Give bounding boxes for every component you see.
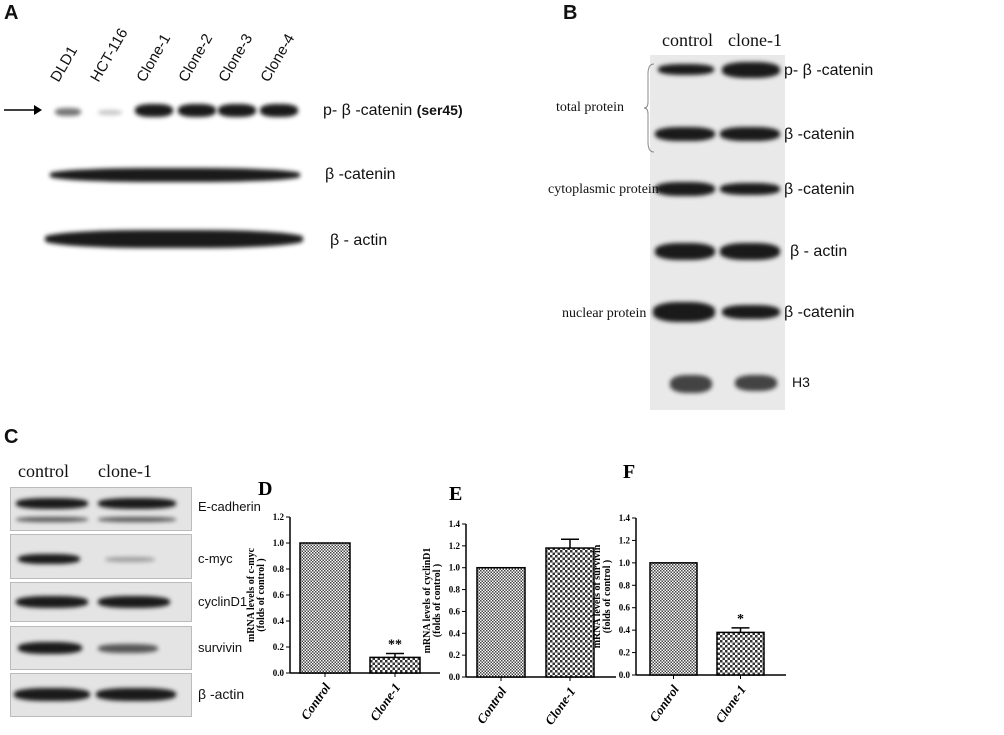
brace-icon: [644, 63, 655, 153]
y-axis-label: mRNA levels of c-myc: [246, 547, 257, 642]
y-tick-label: 1.2: [619, 535, 631, 545]
row-label: β - actin: [330, 232, 388, 249]
bar-control: [299, 542, 351, 674]
bar-clone-1: [545, 547, 595, 678]
row-label: cyclinD1: [198, 594, 248, 609]
row-label: β - actin: [790, 243, 848, 260]
column-label: control: [18, 461, 69, 481]
row-label: β -catenin: [784, 304, 855, 321]
bar-control: [476, 566, 526, 678]
y-tick-label: 1.4: [449, 519, 461, 529]
chart-letter: E: [449, 483, 462, 505]
y-tick-label: 1.0: [449, 563, 461, 573]
bar-control: [649, 562, 698, 676]
group-label: cytoplasmic protein: [548, 182, 659, 197]
panel-c-letter: C: [4, 426, 19, 448]
row-label: p- β -catenin: [784, 62, 874, 79]
panel-a-letter: A: [4, 2, 19, 24]
y-tick-label: 1.2: [449, 541, 461, 551]
arrow-right-icon: [4, 105, 42, 115]
y-tick-label: 0.4: [619, 625, 631, 635]
bar-clone-1: [716, 631, 765, 676]
y-axis-label: mRNA levels of survivin: [592, 544, 603, 648]
bar-clone-1: [369, 656, 421, 674]
y-tick-label: 0.6: [449, 606, 461, 616]
x-tick-label: Clone-1: [712, 682, 749, 726]
y-tick-label: 1.0: [273, 538, 285, 548]
row-label: β -actin: [198, 686, 245, 702]
chart-letter: D: [258, 478, 272, 500]
y-tick-label: 1.0: [619, 558, 631, 568]
row-label: p- β -catenin: [323, 102, 413, 119]
y-tick-label: 0.4: [449, 628, 461, 638]
ser-label: (ser45): [416, 102, 463, 118]
column-label: control: [662, 30, 713, 50]
row-label: β -catenin: [325, 166, 396, 183]
y-tick-label: 0.6: [619, 603, 631, 613]
group-label: total protein: [556, 100, 625, 115]
group-label: nuclear protein: [562, 306, 647, 321]
y-tick-label: 0.2: [449, 650, 461, 660]
y-axis-label: (folds of control ): [256, 558, 267, 631]
y-tick-label: 0.0: [273, 668, 285, 678]
significance-marker: **: [388, 638, 402, 653]
y-tick-label: 0.8: [619, 580, 631, 590]
row-label: c-myc: [198, 551, 233, 566]
y-tick-label: 1.2: [273, 512, 285, 522]
row-label: β -catenin: [784, 126, 855, 143]
panel-b-letter: B: [563, 2, 578, 24]
row-label: survivin: [198, 640, 243, 655]
row-label: β -catenin: [784, 181, 855, 198]
x-tick-label: Clone-1: [367, 680, 404, 724]
y-tick-label: 0.8: [449, 585, 461, 595]
y-tick-label: 0.6: [273, 590, 285, 600]
y-axis-label: (folds of control ): [602, 560, 613, 633]
x-tick-label: Control: [646, 682, 682, 725]
y-tick-label: 0.4: [273, 616, 285, 626]
y-tick-label: 0.2: [273, 642, 285, 652]
significance-marker: *: [737, 612, 744, 627]
y-axis-label: mRNA levels of cyclinD1: [422, 548, 433, 654]
y-tick-label: 0.8: [273, 564, 285, 574]
row-label: H3: [792, 374, 810, 390]
y-tick-label: 1.4: [619, 513, 631, 523]
column-label: clone-1: [728, 30, 782, 50]
x-tick-label: Clone-1: [542, 684, 579, 728]
y-tick-label: 0.2: [619, 648, 631, 658]
x-tick-label: Control: [474, 684, 510, 727]
y-tick-label: 0.0: [619, 670, 631, 680]
y-tick-label: 0.0: [449, 672, 461, 682]
x-tick-label: Control: [298, 680, 334, 723]
column-label: clone-1: [98, 461, 152, 481]
y-axis-label: (folds of control ): [432, 564, 443, 637]
row-label: E-cadherin: [198, 499, 261, 514]
chart-letter: F: [623, 461, 635, 483]
